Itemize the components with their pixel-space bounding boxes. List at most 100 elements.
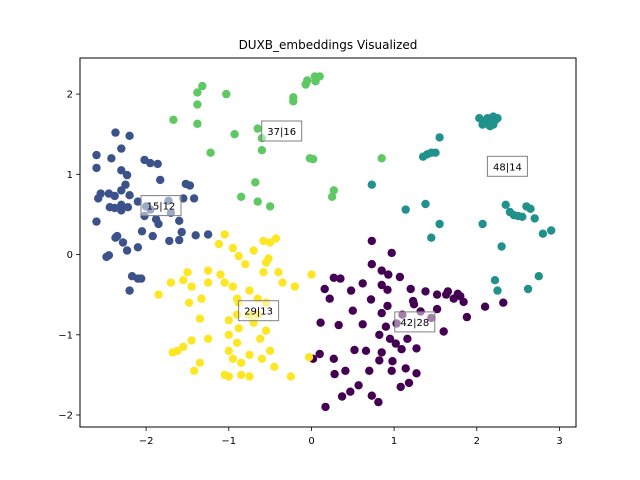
y-tick-label: 2 [67, 90, 73, 101]
scatter-point [435, 133, 444, 142]
scatter-point [203, 278, 213, 287]
scatter-point [377, 266, 386, 275]
scatter-point [367, 260, 376, 269]
scatter-point [168, 348, 177, 357]
x-tick-label: −2 [139, 436, 154, 447]
scatter-point [377, 154, 386, 163]
scatter-point [367, 236, 376, 246]
cluster-label: 48|14 [486, 155, 528, 177]
scatter-point [397, 345, 406, 354]
scatter-point [377, 280, 386, 290]
scatter-point [148, 231, 157, 241]
scatter-point [259, 268, 268, 277]
scatter-point [264, 254, 273, 263]
scatter-point [165, 236, 174, 246]
scatter-point [408, 296, 418, 306]
scatter-point [304, 353, 314, 362]
scatter-point [197, 294, 206, 303]
scatter-point [286, 372, 295, 381]
scatter-point [383, 285, 392, 294]
cluster-label-box [261, 120, 303, 142]
scatter-point [189, 194, 199, 203]
scatter-point [122, 170, 132, 180]
scatter-point [257, 354, 267, 363]
scatter-point [383, 301, 392, 311]
scatter-point [358, 320, 367, 329]
scatter-point [374, 397, 383, 407]
scatter-point [117, 166, 126, 175]
scatter-point [501, 200, 510, 209]
scatter-point [122, 246, 132, 255]
scatter-point [193, 100, 202, 109]
scatter-point [133, 243, 143, 252]
scatter-point [358, 279, 367, 288]
scatter-point [432, 304, 442, 314]
scatter-point [523, 284, 533, 294]
scatter-point [421, 199, 430, 209]
scatter-point [195, 358, 205, 367]
scatter-point [391, 339, 400, 348]
scatter-point [92, 163, 101, 173]
scatter-point [228, 243, 238, 253]
scatter-point [154, 219, 163, 229]
scatter-point [401, 205, 410, 214]
scatter-point [329, 186, 338, 195]
scatter-point [177, 227, 186, 237]
scatter-point [92, 217, 101, 226]
scatter-point [387, 366, 396, 375]
scatter-point [137, 274, 146, 283]
scatter-point [241, 260, 250, 269]
scatter-point [432, 290, 442, 299]
scatter-point [184, 298, 194, 307]
scatter-point [435, 219, 444, 229]
scatter-point [111, 233, 120, 242]
scatter-point [377, 348, 386, 357]
scatter-point [228, 354, 238, 363]
scatter-point [367, 391, 376, 400]
scatter-point [396, 382, 405, 392]
scatter-point [325, 294, 334, 303]
scatter-point [385, 334, 395, 343]
scatter-point [224, 330, 233, 339]
scatter-point [117, 144, 126, 153]
scatter-point [427, 233, 436, 242]
scatter-point [261, 326, 271, 335]
scatter-point [439, 327, 448, 336]
scatter-point [478, 120, 487, 129]
scatter-point [193, 119, 202, 128]
scatter-point [253, 124, 262, 133]
scatter-point [341, 366, 350, 375]
scatter-point [387, 248, 396, 258]
scatter-point [175, 235, 184, 245]
scatter-point [118, 238, 128, 247]
scatter-point [220, 278, 229, 287]
scatter-point [183, 268, 192, 277]
x-tick-label: 2 [474, 436, 480, 447]
scatter-point [526, 204, 535, 213]
scatter-point [431, 148, 440, 157]
scatter-point [253, 197, 262, 206]
scatter-point [367, 180, 376, 189]
scatter-point [96, 189, 105, 198]
x-tick-label: 0 [308, 436, 314, 447]
scatter-point [166, 278, 176, 287]
scatter-point [307, 270, 316, 279]
scatter-point [311, 77, 320, 86]
scatter-point [107, 154, 116, 163]
scatter-point [237, 358, 246, 367]
scatter-point [224, 346, 233, 355]
scatter-point [206, 148, 215, 157]
scatter-point [274, 268, 283, 277]
x-tick-label: 1 [391, 436, 397, 447]
scatter-point [336, 274, 345, 283]
y-tick-label: −2 [58, 411, 73, 422]
scatter-point [406, 284, 415, 294]
y-tick-label: 1 [67, 170, 73, 181]
scatter-point [175, 216, 184, 225]
y-axis: −2 −1 0 1 2 [58, 90, 80, 422]
cluster-label: 37|16 [261, 120, 303, 142]
scatter-point [265, 202, 275, 211]
scatter-point [377, 308, 386, 318]
